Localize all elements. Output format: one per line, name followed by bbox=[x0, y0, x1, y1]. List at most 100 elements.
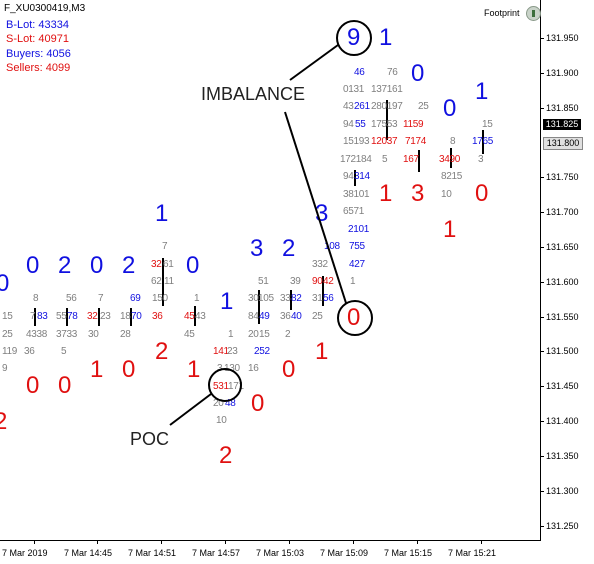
time-label: 7 Mar 14:45 bbox=[64, 548, 113, 558]
candle-bar bbox=[354, 170, 356, 186]
delta-number: 1 bbox=[187, 356, 201, 383]
imbalance-circle-bottom bbox=[337, 300, 373, 336]
footprint-cell: 20 bbox=[213, 398, 224, 409]
footprint-cell: 94 bbox=[343, 119, 354, 130]
footprint-cell: 25 bbox=[312, 311, 323, 322]
time-label: 7 Mar 2019 bbox=[2, 548, 48, 558]
footprint-cell: 20 bbox=[248, 329, 259, 340]
delta-number: 0 bbox=[90, 252, 104, 279]
footprint-cell: 28 bbox=[120, 329, 131, 340]
indicator-name: Footprint bbox=[484, 8, 520, 18]
footprint-cell: 7 bbox=[162, 241, 168, 252]
footprint-cell: 94 bbox=[343, 171, 354, 182]
footprint-cell: 10 bbox=[216, 415, 227, 426]
price-label: 131.300 bbox=[546, 486, 579, 496]
price-label: 131.400 bbox=[546, 416, 579, 426]
price-tick bbox=[540, 351, 544, 352]
delta-number: 0 bbox=[26, 372, 40, 399]
footprint-cell: 172184 bbox=[340, 154, 372, 165]
footprint-cell: 45 bbox=[184, 311, 195, 322]
delta-number: 0 bbox=[251, 390, 265, 417]
price-tick bbox=[540, 317, 544, 318]
delta-number: 2 bbox=[219, 442, 233, 469]
footprint-cell: 51 bbox=[258, 276, 269, 287]
footprint-cell: 76 bbox=[387, 67, 398, 78]
footprint-cell: 1 bbox=[228, 329, 234, 340]
poc-circle bbox=[208, 368, 242, 402]
delta-number: 1 bbox=[155, 200, 169, 227]
price-tick bbox=[540, 73, 544, 74]
delta-number: 0 bbox=[0, 270, 10, 297]
stat-s-lot: S-Lot: 40971 bbox=[6, 33, 70, 45]
footprint-cell: 3 bbox=[217, 363, 223, 374]
imbalance-circled-top: 9 bbox=[347, 24, 361, 51]
footprint-indicator-icon[interactable] bbox=[526, 6, 541, 21]
footprint-cell: 31 bbox=[312, 293, 323, 304]
price-tick bbox=[540, 456, 544, 457]
footprint-cell: 6571 bbox=[343, 206, 365, 217]
footprint-cell: 2101 bbox=[348, 224, 370, 235]
footprint-cell: 150 bbox=[152, 293, 168, 304]
footprint-cell: 42 bbox=[323, 276, 334, 287]
footprint-cell: 10 bbox=[441, 189, 452, 200]
symbol-title: F_XU0300419,M3 bbox=[4, 3, 86, 14]
candle-bar bbox=[98, 308, 100, 326]
footprint-cell: 7 bbox=[30, 311, 36, 322]
delta-number: 2 bbox=[0, 408, 8, 435]
footprint-cell: 84 bbox=[248, 311, 259, 322]
price-label: 131.450 bbox=[546, 381, 579, 391]
candle-bar bbox=[130, 308, 132, 326]
footprint-cell: 8215 bbox=[441, 171, 463, 182]
price-tick bbox=[540, 38, 544, 39]
footprint-cell: 33 bbox=[280, 293, 291, 304]
current-ask-price-box: 131.800 bbox=[543, 137, 583, 150]
time-label: 7 Mar 15:03 bbox=[256, 548, 305, 558]
footprint-cell: 252 bbox=[254, 346, 270, 357]
time-tick bbox=[481, 540, 482, 544]
price-tick bbox=[540, 491, 544, 492]
price-label: 131.700 bbox=[546, 207, 579, 217]
footprint-cell: 55 bbox=[355, 119, 366, 130]
delta-number: 0 bbox=[411, 60, 425, 87]
delta-number: 1 bbox=[90, 356, 104, 383]
footprint-cell: 18 bbox=[120, 311, 131, 322]
footprint-cell: 32 bbox=[87, 311, 98, 322]
footprint-cell: 130 bbox=[224, 363, 240, 374]
footprint-cell: 16 bbox=[248, 363, 259, 374]
price-label: 131.850 bbox=[546, 103, 579, 113]
time-tick bbox=[161, 540, 162, 544]
candle-bar bbox=[450, 148, 452, 168]
candle-bar bbox=[258, 290, 260, 324]
delta-number: 3 bbox=[250, 235, 264, 262]
footprint-cell: 3733 bbox=[56, 329, 78, 340]
delta-number: 0 bbox=[122, 356, 136, 383]
delta-number: 1 bbox=[475, 78, 489, 105]
footprint-cell: 38101 bbox=[343, 189, 370, 200]
footprint-cell: 69 bbox=[130, 293, 141, 304]
time-label: 7 Mar 15:21 bbox=[448, 548, 497, 558]
current-bid-price-box: 131.825 bbox=[543, 119, 581, 130]
footprint-cell: 61 bbox=[163, 259, 174, 270]
footprint-cell: 15193 bbox=[343, 136, 370, 147]
price-tick bbox=[540, 177, 544, 178]
price-label: 131.550 bbox=[546, 312, 579, 322]
footprint-cell: 36 bbox=[280, 311, 291, 322]
footprint-cell: 314 bbox=[354, 171, 370, 182]
time-tick bbox=[289, 540, 290, 544]
price-label: 131.350 bbox=[546, 451, 579, 461]
footprint-cell: 1 bbox=[194, 293, 200, 304]
footprint-cell: 5 bbox=[382, 154, 388, 165]
stat-buyers: Buyers: 4056 bbox=[6, 48, 71, 60]
footprint-cell: 56 bbox=[323, 293, 334, 304]
footprint-cell: 261 bbox=[354, 101, 370, 112]
footprint-cell: 105 bbox=[258, 293, 274, 304]
price-label: 131.900 bbox=[546, 68, 579, 78]
footprint-cell: 8 bbox=[33, 293, 39, 304]
price-tick bbox=[540, 282, 544, 283]
footprint-cell: 82 bbox=[291, 293, 302, 304]
delta-number: 2 bbox=[122, 252, 136, 279]
time-label: 7 Mar 14:51 bbox=[128, 548, 177, 558]
candle-bar bbox=[34, 308, 36, 326]
